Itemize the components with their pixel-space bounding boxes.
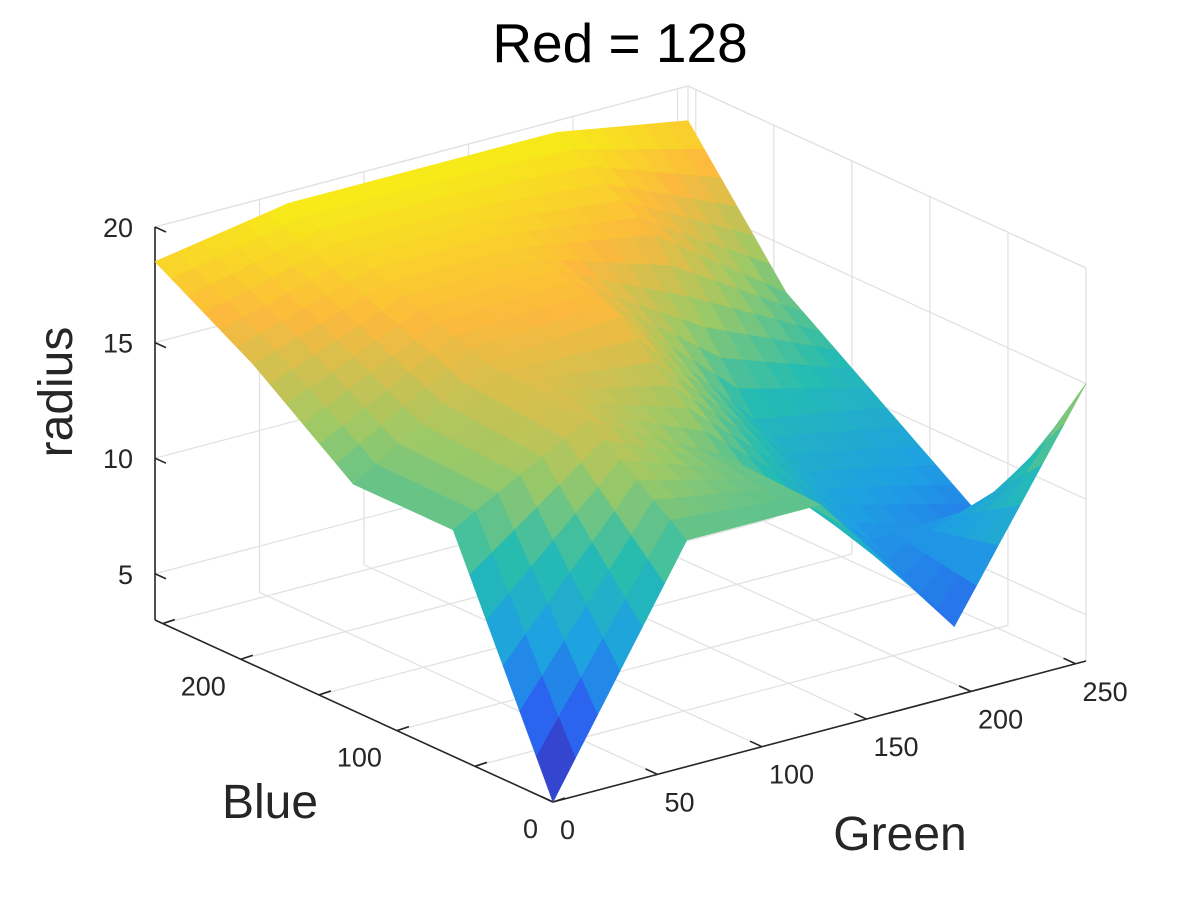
z-tick-label: 20: [103, 213, 133, 243]
x-tick: [749, 740, 763, 748]
z-axis-label: radius: [30, 327, 83, 458]
y-tick: [318, 690, 332, 696]
x-tick: [854, 712, 867, 720]
z-tick: [154, 226, 167, 233]
x-tick-label: 0: [560, 815, 575, 845]
x-tick: [645, 768, 658, 776]
y-tick: [474, 761, 488, 768]
y-tick-label: 200: [181, 671, 226, 701]
x-tick: [540, 795, 554, 803]
grid-line: [396, 588, 931, 732]
grid-line: [259, 591, 658, 775]
x-tick-label: 200: [978, 704, 1023, 734]
y-tick-label: 100: [337, 743, 382, 773]
axis-layer: [154, 226, 1087, 803]
surface-patch: [536, 716, 576, 803]
x-tick-label: 50: [665, 787, 695, 817]
tick-labels: 0 50 100 150 200 250 0 100 200 5 10 15 20: [103, 213, 1128, 845]
surface-patch: [1047, 383, 1087, 441]
y-axis-line: [154, 619, 554, 803]
x-tick: [1063, 657, 1076, 665]
y-tick: [240, 654, 254, 661]
x-tick-label: 150: [874, 732, 919, 762]
x-tick-label: 100: [769, 760, 814, 790]
z-tick-label: 15: [103, 329, 133, 359]
y-axis-label: Blue: [222, 776, 318, 829]
z-tick: [154, 457, 167, 464]
x-axis-label: Green: [833, 808, 966, 861]
z-tick: [154, 341, 167, 349]
x-tick: [958, 685, 972, 693]
y-tick-label: 0: [523, 814, 538, 844]
y-tick: [396, 725, 410, 732]
surface: [154, 120, 1087, 803]
z-tick-label: 5: [118, 560, 133, 590]
x-axis-line: [552, 660, 1087, 803]
z-tick: [154, 573, 167, 580]
box-edge: [687, 85, 1087, 269]
z-tick-label: 10: [103, 444, 133, 474]
box-edge: [154, 85, 689, 228]
y-tick: [552, 797, 566, 803]
surface-patch: [1025, 423, 1065, 475]
chart-title: Red = 128: [492, 12, 747, 74]
y-tick: [162, 618, 176, 625]
x-tick-label: 250: [1083, 677, 1128, 707]
